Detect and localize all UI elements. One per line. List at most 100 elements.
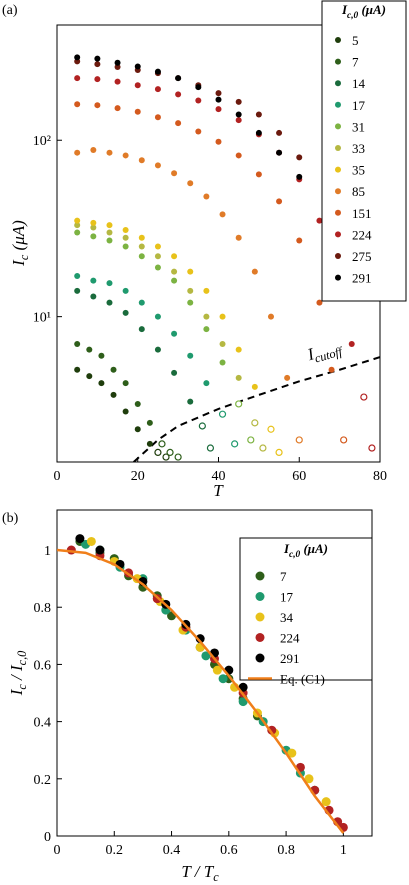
data-point — [154, 114, 161, 121]
legend-title-part: (μA) — [358, 2, 386, 17]
data-point — [215, 106, 222, 113]
legend-marker — [335, 274, 341, 281]
data-point — [95, 545, 105, 555]
legend-marker — [255, 633, 265, 642]
legend-marker — [335, 123, 341, 130]
data-point — [275, 448, 283, 457]
data-point — [316, 299, 323, 306]
data-point — [215, 90, 222, 97]
data-point — [195, 128, 202, 135]
data-point — [146, 419, 153, 426]
y-tick-label: 0.4 — [34, 716, 52, 731]
y-axis-label-sub: c — [15, 684, 29, 690]
data-point — [235, 98, 242, 105]
data-point — [218, 410, 227, 418]
data-point — [106, 229, 113, 236]
data-point — [74, 149, 81, 156]
data-point — [276, 129, 283, 136]
data-point — [187, 398, 194, 405]
data-point — [134, 108, 141, 115]
data-point — [235, 234, 242, 241]
legend-marker — [335, 37, 341, 43]
legend-marker — [255, 592, 265, 601]
data-point — [94, 61, 101, 68]
data-point — [321, 797, 331, 807]
data-point — [259, 444, 267, 452]
data-point — [154, 264, 161, 271]
data-point — [106, 299, 113, 306]
legend-label: 34 — [280, 610, 294, 625]
data-point — [206, 444, 215, 452]
data-point — [175, 75, 182, 82]
data-point — [90, 224, 97, 231]
data-point — [122, 408, 129, 415]
data-point — [110, 391, 117, 398]
legend-title: Ic,0 (μA) — [283, 541, 328, 560]
legend-label: 291 — [352, 271, 372, 286]
data-point — [187, 352, 194, 359]
data-point — [195, 97, 202, 104]
data-point — [90, 147, 97, 154]
data-point — [203, 193, 210, 200]
data-point — [74, 101, 81, 108]
data-point — [75, 534, 85, 544]
data-point — [187, 287, 194, 294]
cutoff-label: Icutoff — [304, 336, 345, 367]
data-point — [235, 117, 242, 124]
data-point — [235, 152, 242, 159]
data-point — [276, 198, 283, 205]
data-point — [94, 76, 101, 83]
data-point — [90, 293, 97, 300]
data-point — [218, 674, 228, 684]
data-point — [106, 222, 113, 229]
data-point — [146, 440, 153, 447]
data-point — [86, 373, 93, 380]
legend-marker — [255, 612, 265, 622]
y-axis-label-sub: c,0 — [15, 651, 29, 666]
data-point — [122, 287, 129, 294]
data-point — [267, 425, 275, 433]
data-point — [154, 162, 161, 169]
data-point — [175, 91, 182, 98]
data-point — [138, 326, 145, 333]
data-point — [296, 237, 303, 244]
data-point — [138, 234, 145, 241]
legend-label: 7 — [352, 55, 359, 70]
legend-label: 17 — [280, 590, 294, 605]
data-point — [201, 651, 211, 661]
data-point — [74, 340, 81, 347]
data-point — [195, 84, 202, 91]
data-point — [86, 346, 93, 353]
data-point — [154, 313, 161, 320]
cutoff-label-sub: cutoff — [313, 344, 345, 366]
x-tick-label: 40 — [212, 469, 226, 484]
legend-marker — [255, 571, 265, 581]
data-point — [171, 330, 178, 337]
x-axis-label-part: T / T — [181, 862, 214, 881]
x-axis-label: T — [213, 481, 224, 500]
data-point — [187, 299, 194, 306]
data-point — [215, 96, 222, 103]
data-point — [255, 111, 262, 118]
data-point — [287, 748, 297, 758]
y-axis-label: Ic / Ic,0 — [7, 651, 29, 697]
data-point — [138, 243, 145, 250]
data-point — [235, 374, 242, 381]
data-point — [251, 419, 259, 427]
y-axis-label-part: / I — [7, 664, 26, 684]
data-point — [74, 75, 81, 82]
legend-label: 5 — [352, 33, 359, 48]
data-point — [158, 440, 166, 448]
data-point — [122, 152, 129, 159]
x-tick-label: 20 — [131, 469, 145, 484]
data-point — [138, 157, 145, 164]
data-point — [174, 453, 182, 461]
data-point — [114, 105, 121, 112]
data-point — [74, 287, 81, 294]
legend-label: 291 — [280, 651, 300, 666]
plot-area — [57, 534, 348, 834]
data-point — [304, 774, 314, 784]
data-point — [235, 111, 242, 118]
x-tick-label: 0 — [54, 843, 61, 858]
